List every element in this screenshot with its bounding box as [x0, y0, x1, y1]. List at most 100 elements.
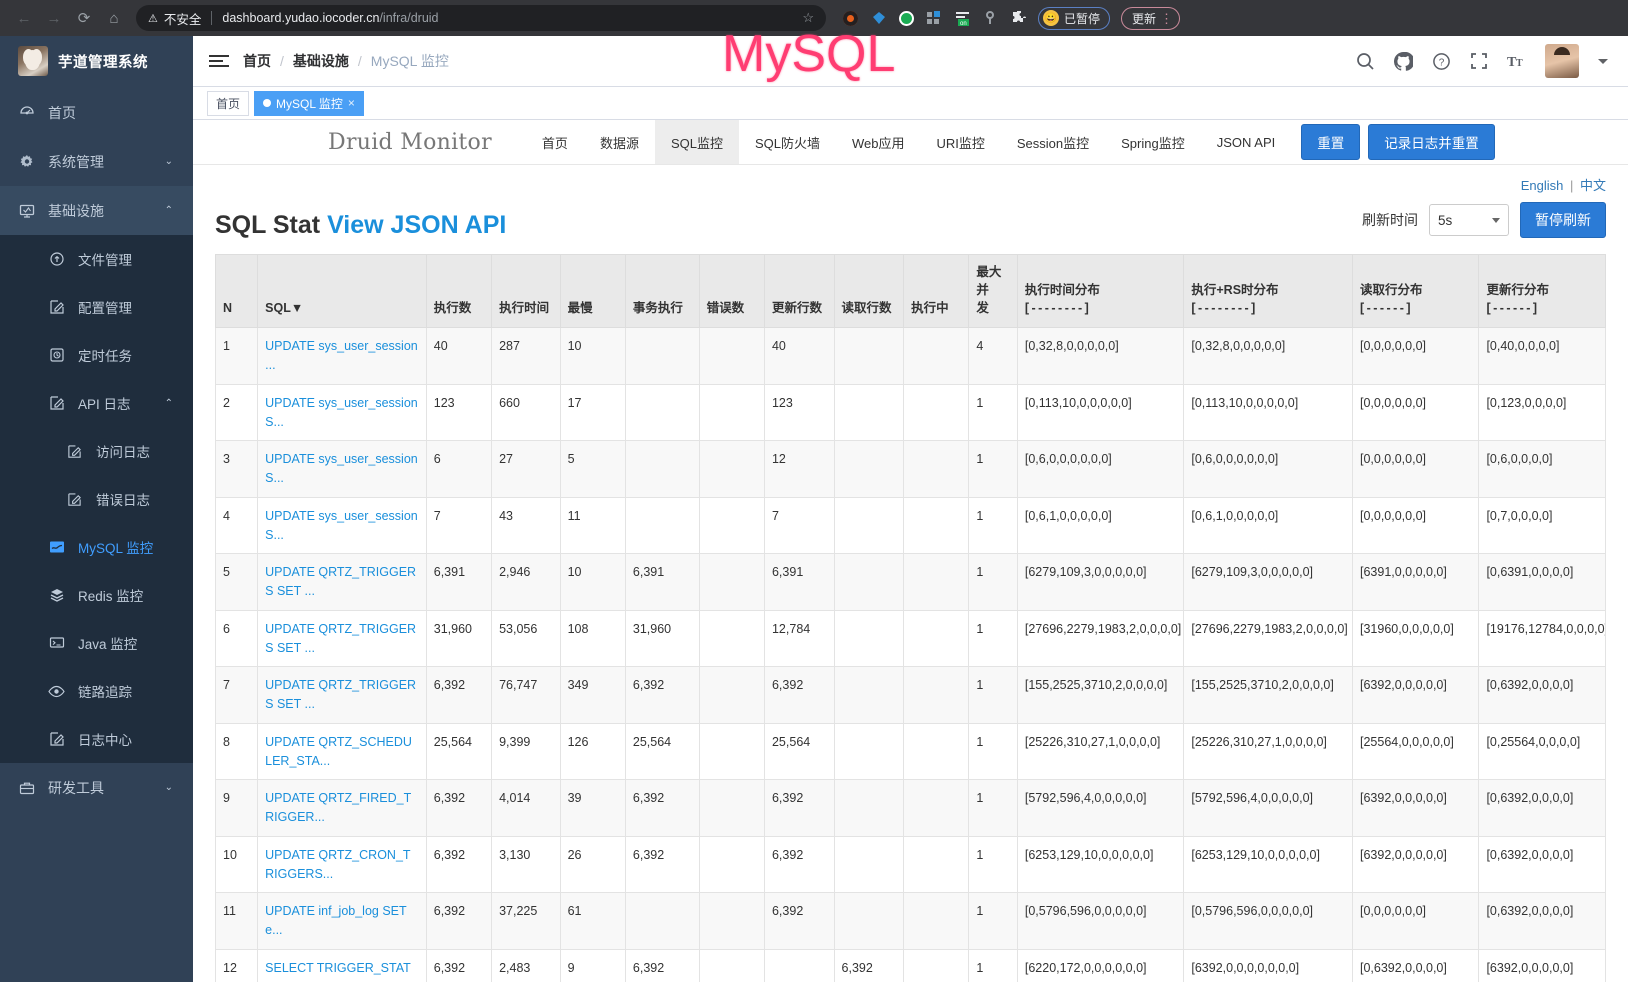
druid-nav-uri-monitor[interactable]: URI监控	[936, 135, 985, 151]
sql-link[interactable]: UPDATE sys_user_session S...	[265, 452, 418, 486]
tag-mysql-monitor[interactable]: MySQL 监控 ×	[254, 90, 364, 116]
druid-nav-home[interactable]: 首页	[541, 135, 568, 151]
reload-icon[interactable]: ⟳	[77, 10, 91, 27]
druid-nav-sql-firewall[interactable]: SQL防火墙	[754, 135, 820, 151]
druid-nav-web-app[interactable]: Web应用	[851, 135, 905, 151]
sidebar-item-scheduled-tasks[interactable]: 定时任务	[0, 331, 193, 379]
sql-link[interactable]: UPDATE QRTZ_TRIGGERS SET ...	[265, 565, 417, 599]
druid-nav-json-api[interactable]: JSON API	[1216, 134, 1276, 150]
back-arrow-icon[interactable]: ←	[16, 9, 32, 27]
cell-sql[interactable]: UPDATE QRTZ_CRON_TRIGGERS...	[257, 835, 427, 894]
avatar[interactable]	[1545, 44, 1579, 78]
sidebar-item-java-monitor[interactable]: Java 监控	[0, 619, 193, 667]
profile-paused-pill[interactable]: 😀 已暂停	[1038, 6, 1111, 30]
cell-tx-exec: 25,564	[624, 722, 700, 781]
pause-refresh-button[interactable]: 暂停刷新	[1520, 202, 1606, 238]
view-json-api-link[interactable]: View JSON API	[327, 211, 507, 239]
key-extension-icon[interactable]	[982, 10, 999, 27]
druid-nav-sql-monitor[interactable]: SQL监控	[654, 120, 739, 164]
cell-sql[interactable]: UPDATE QRTZ_FIRED_TRIGGER...	[257, 779, 427, 837]
green-check-extension-icon[interactable]	[898, 10, 915, 27]
sidebar-item-error-log[interactable]: 错误日志	[0, 475, 193, 523]
chevron-down-icon[interactable]	[1598, 58, 1608, 64]
sidebar-item-trace[interactable]: 链路追踪	[0, 667, 193, 715]
terminal-icon	[48, 635, 65, 651]
cell-sql[interactable]: UPDATE sys_user_session S...	[257, 440, 427, 498]
cell-running	[903, 835, 970, 894]
breadcrumb-item-infrastructure[interactable]: 基础设施	[292, 53, 349, 69]
sql-link[interactable]: UPDATE QRTZ_FIRED_TRIGGER...	[265, 791, 412, 825]
sql-link[interactable]: UPDATE sys_user_session ...	[265, 339, 418, 373]
sql-link[interactable]: SELECT TRIGGER_STATE	[265, 960, 411, 982]
orange-ring-extension-icon[interactable]	[842, 10, 859, 27]
sidebar-item-system-management[interactable]: 系统管理 ⌄	[0, 137, 193, 186]
breadcrumb-item-home[interactable]: 首页	[243, 53, 271, 69]
cell-sql[interactable]: UPDATE QRTZ_SCHEDULER_STA...	[257, 722, 427, 781]
col-exec-time-dist: 执行时间分布[ - - - - - - - - ]	[1016, 253, 1185, 329]
cell-sql[interactable]: UPDATE QRTZ_TRIGGERS SET ...	[257, 666, 427, 724]
druid-nav-datasource[interactable]: 数据源	[599, 135, 639, 151]
sidebar-item-api-log[interactable]: API 日志 ⌃	[0, 379, 193, 427]
update-button[interactable]: 更新 ⋮	[1121, 6, 1181, 30]
cell-sql[interactable]: UPDATE sys_user_session S...	[257, 383, 427, 442]
sidebar-item-file-management[interactable]: 文件管理	[0, 235, 193, 283]
log-and-reset-button[interactable]: 记录日志并重置	[1368, 124, 1495, 160]
sidebar-item-dev-tools[interactable]: 研发工具 ⌄	[0, 763, 193, 812]
bookmark-star-icon[interactable]: ☆	[802, 10, 814, 25]
sql-link[interactable]: UPDATE sys_user_session S...	[265, 395, 418, 429]
search-icon[interactable]	[1356, 52, 1375, 71]
cell-sql[interactable]: UPDATE QRTZ_TRIGGERS SET ...	[257, 553, 427, 611]
home-icon[interactable]: ⌂	[109, 9, 119, 27]
cell-sql[interactable]: UPDATE inf_job_log SET e...	[257, 892, 427, 950]
cell-sql[interactable]: UPDATE QRTZ_TRIGGERS SET ...	[257, 609, 427, 668]
cell-sql[interactable]: UPDATE sys_user_session S...	[257, 496, 427, 555]
forward-arrow-icon[interactable]: →	[46, 9, 62, 27]
sidebar-item-home[interactable]: 首页	[0, 88, 193, 137]
sidebar-item-access-log[interactable]: 访问日志	[0, 427, 193, 475]
col-exec-count: 执行数	[425, 253, 493, 329]
cell-read-rows-dist: [6392,0,0,0,0,0]	[1351, 835, 1480, 894]
col-sql[interactable]: SQL▼	[257, 253, 427, 329]
refresh-interval-select[interactable]: 5s	[1429, 204, 1509, 236]
help-circle-icon[interactable]: ?	[1432, 52, 1451, 71]
cell-exec-rs-time-dist: [5792,596,4,0,0,0,0,0]	[1183, 779, 1353, 837]
sql-link[interactable]: UPDATE QRTZ_SCHEDULER_STA...	[265, 734, 412, 768]
cell-read-rows	[833, 779, 905, 837]
tag-home[interactable]: 首页	[207, 90, 250, 116]
hamburger-menu-icon[interactable]	[209, 55, 229, 67]
druid-nav-spring-monitor[interactable]: Spring监控	[1121, 135, 1185, 151]
sidebar-item-config-management[interactable]: 配置管理	[0, 283, 193, 331]
cell-exec-time-dist: [0,113,10,0,0,0,0,0]	[1016, 383, 1185, 442]
sql-link[interactable]: UPDATE QRTZ_TRIGGERS SET ...	[265, 678, 417, 712]
cell-sql[interactable]: SELECT TRIGGER_STATE	[257, 948, 427, 982]
grid-extension-icon[interactable]	[926, 10, 943, 27]
three-dot-menu-icon[interactable]: ⋮	[1160, 10, 1174, 26]
fullscreen-icon[interactable]	[1470, 52, 1488, 70]
monitor-icon	[18, 203, 35, 219]
close-icon[interactable]: ×	[347, 96, 355, 110]
sql-link[interactable]: UPDATE inf_job_log SET e...	[265, 904, 407, 938]
brand-header[interactable]: 芋道管理系统	[0, 36, 193, 86]
blue-diamond-extension-icon[interactable]	[870, 10, 887, 27]
sidebar-item-infrastructure[interactable]: 基础设施 ⌃	[0, 186, 193, 235]
cell-sql[interactable]: UPDATE sys_user_session ...	[257, 327, 427, 385]
sql-link[interactable]: UPDATE sys_user_session S...	[265, 508, 418, 542]
cell-error-count	[698, 383, 765, 442]
cell-n: 6	[214, 609, 259, 668]
sql-link[interactable]: UPDATE QRTZ_TRIGGERS SET ...	[265, 621, 417, 655]
list-on-extension-icon[interactable]: on	[954, 10, 971, 27]
address-bar[interactable]: ⚠ 不安全 dashboard.yudao.iocoder.cn/infra/d…	[136, 5, 826, 31]
sidebar-item-redis-monitor[interactable]: Redis 监控	[0, 571, 193, 619]
github-icon[interactable]	[1394, 51, 1413, 71]
sidebar-item-log-center[interactable]: 日志中心	[0, 715, 193, 763]
puzzle-extensions-icon[interactable]	[1010, 10, 1027, 27]
druid-nav-session-monitor[interactable]: Session监控	[1016, 135, 1090, 151]
sidebar-item-mysql-monitor[interactable]: MySQL 监控	[0, 523, 193, 571]
reset-button[interactable]: 重置	[1301, 124, 1361, 160]
cell-error-count	[698, 835, 765, 894]
sql-link[interactable]: UPDATE QRTZ_CRON_TRIGGERS...	[265, 847, 411, 881]
sidebar-item-label: 访问日志	[96, 445, 150, 460]
lang-english[interactable]: English	[1520, 178, 1564, 193]
lang-chinese[interactable]: 中文	[1579, 178, 1606, 193]
